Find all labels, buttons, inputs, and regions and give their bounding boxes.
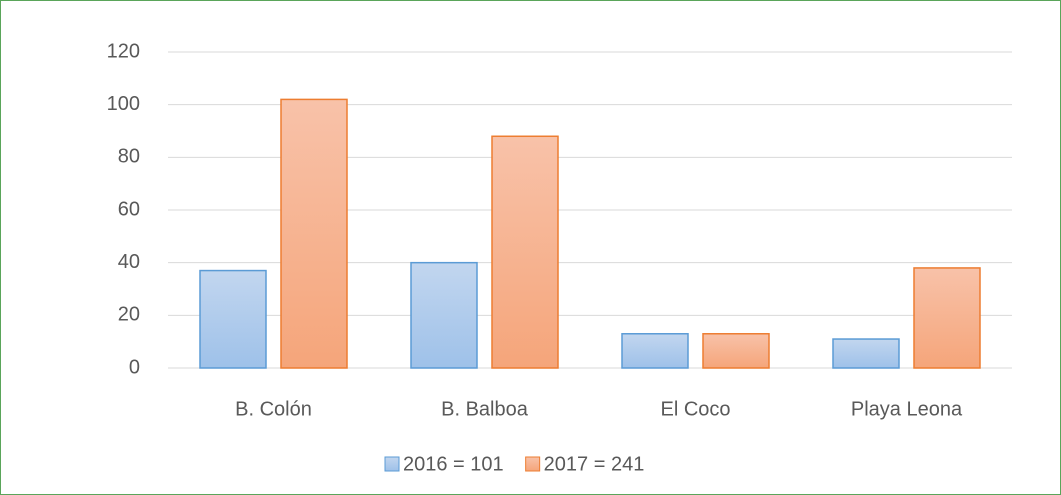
bar	[913, 267, 981, 369]
bar	[199, 269, 267, 369]
bar	[410, 261, 478, 369]
bar	[491, 135, 559, 369]
legend-label: 2017 = 241	[544, 453, 645, 475]
y-tick-label: 120	[107, 40, 140, 62]
y-tick-label: 40	[118, 251, 140, 273]
x-tick-label: El Coco	[660, 398, 730, 420]
x-tick-label: B. Balboa	[441, 398, 529, 420]
x-tick-label: B. Colón	[235, 398, 312, 420]
bar	[280, 98, 348, 369]
legend-swatch	[384, 456, 400, 472]
y-tick-label: 80	[118, 146, 140, 168]
y-tick-label: 20	[118, 304, 140, 326]
y-tick-label: 0	[129, 356, 140, 378]
bar	[702, 333, 770, 369]
x-tick-label: Playa Leona	[851, 398, 963, 420]
legend-label: 2016 = 101	[403, 453, 504, 475]
y-tick-label: 100	[107, 93, 140, 115]
legend-swatch	[525, 456, 541, 472]
bar	[621, 333, 689, 369]
bar	[832, 338, 900, 369]
y-tick-label: 60	[118, 198, 140, 220]
